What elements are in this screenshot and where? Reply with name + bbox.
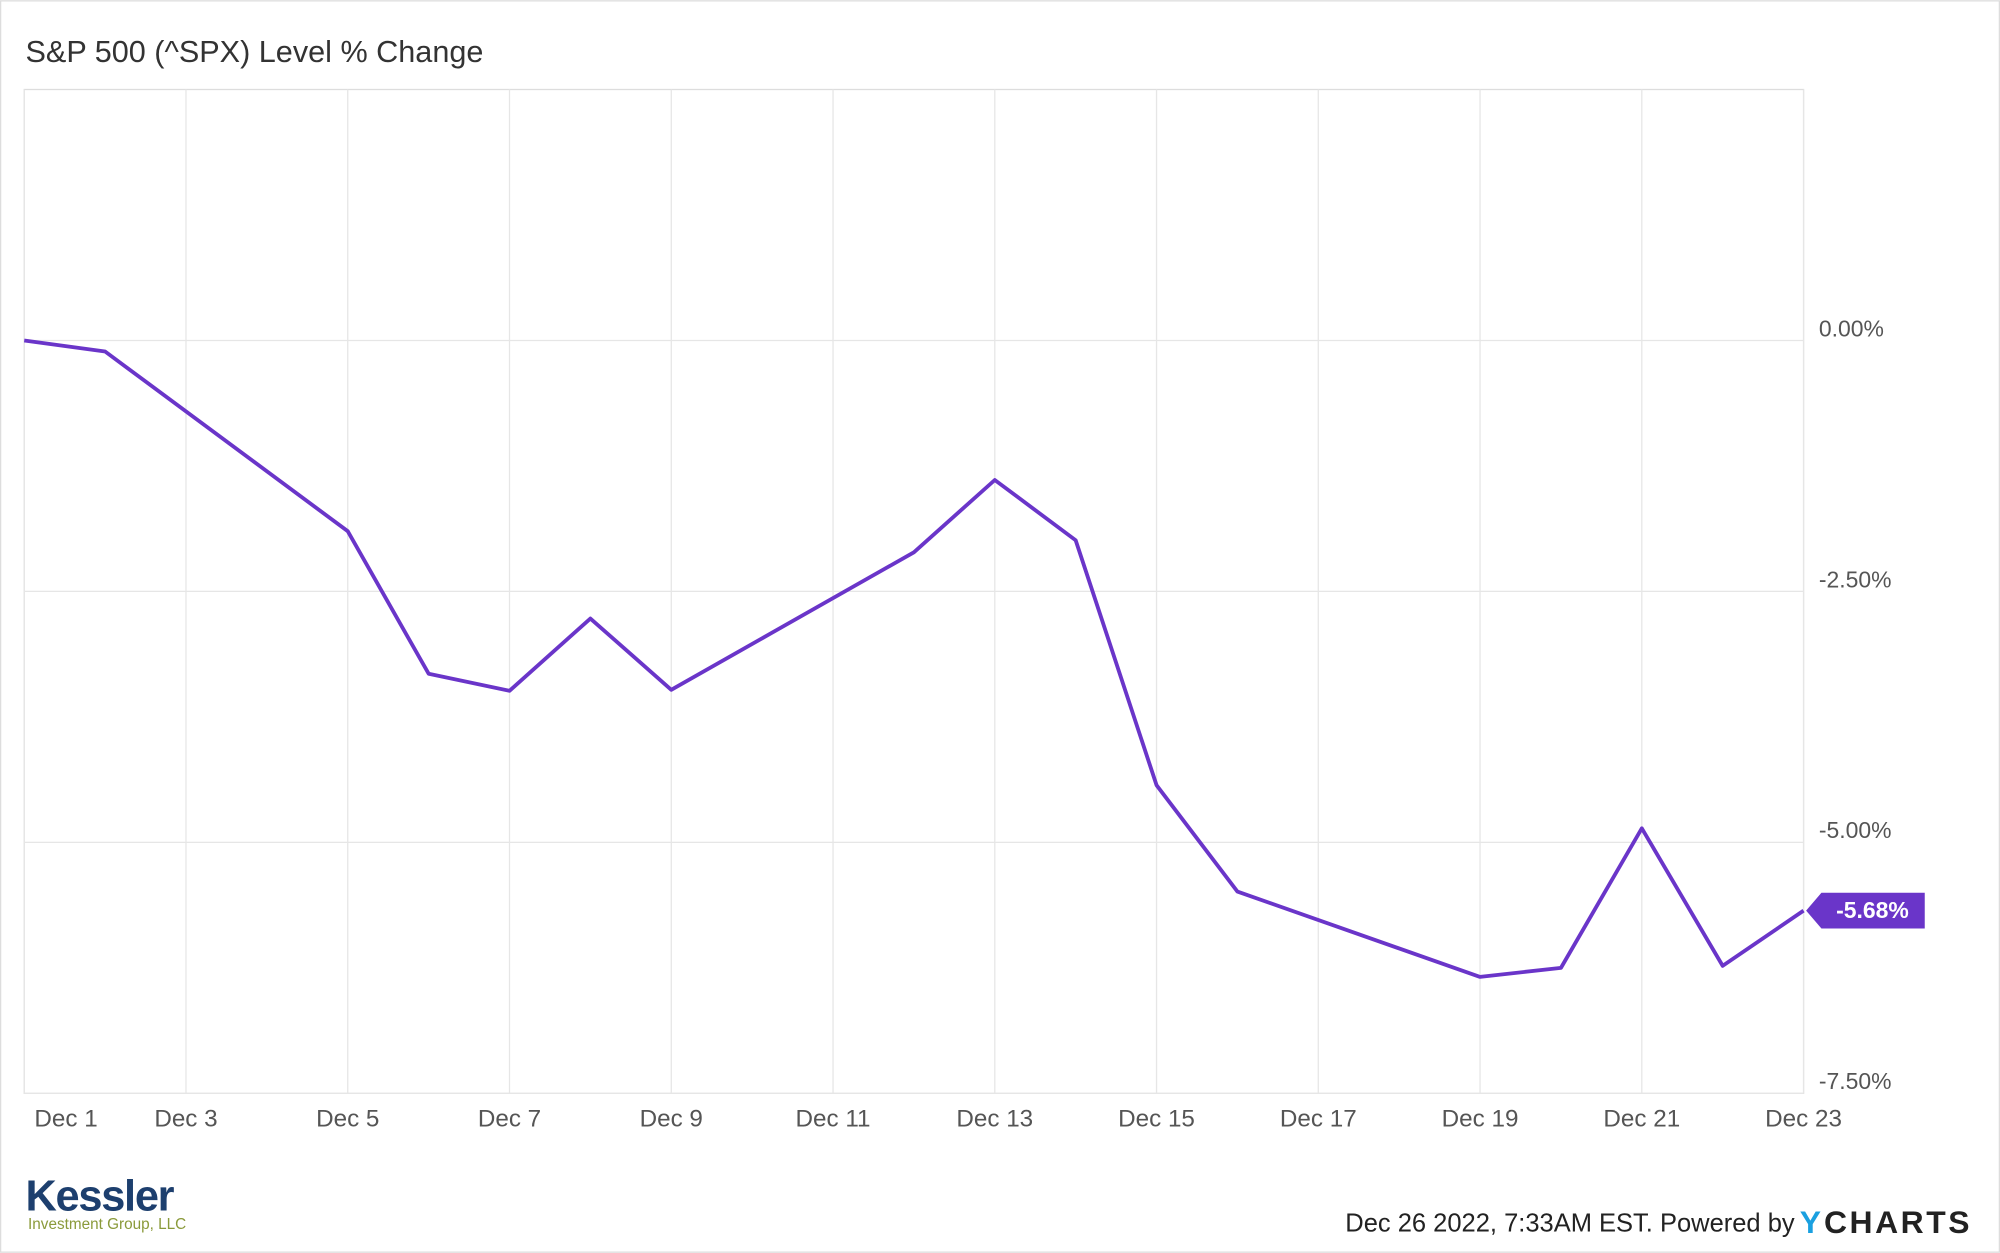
- x-tick-label: Dec 1: [34, 1106, 97, 1133]
- y-tick-label: -2.50%: [1819, 566, 1892, 592]
- value-label: -5.68%: [1836, 897, 1909, 923]
- x-tick-label: Dec 21: [1603, 1106, 1680, 1133]
- y-tick-label: -7.50%: [1819, 1068, 1892, 1094]
- x-tick-label: Dec 3: [154, 1106, 217, 1133]
- x-tick-label: Dec 23: [1765, 1106, 1842, 1133]
- brand-subtitle: Investment Group, LLC: [28, 1216, 186, 1233]
- y-tick-label: -5.00%: [1819, 817, 1892, 843]
- x-tick-label: Dec 9: [640, 1106, 703, 1133]
- brand: Kessler: [26, 1173, 175, 1221]
- timestamp: Dec 26 2022, 7:33AM EST. Powered by: [1345, 1209, 1795, 1237]
- x-tick-label: Dec 19: [1442, 1106, 1519, 1133]
- x-tick-label: Dec 5: [316, 1106, 379, 1133]
- series-line: [23, 338, 1805, 979]
- y-tick-label: 0.00%: [1819, 315, 1884, 341]
- x-tick-label: Dec 7: [478, 1106, 541, 1133]
- logo-rest: CHARTS: [1824, 1204, 1972, 1240]
- x-tick-label: Dec 11: [796, 1106, 871, 1133]
- x-tick-label: Dec 17: [1280, 1106, 1357, 1133]
- value-label-box: [1806, 892, 1925, 929]
- chart-title: S&P 500 (^SPX) Level % Change: [26, 35, 484, 69]
- logo-y: Y: [1800, 1204, 1821, 1240]
- x-tick-label: Dec 15: [1118, 1106, 1195, 1133]
- x-tick-label: Dec 13: [956, 1106, 1033, 1133]
